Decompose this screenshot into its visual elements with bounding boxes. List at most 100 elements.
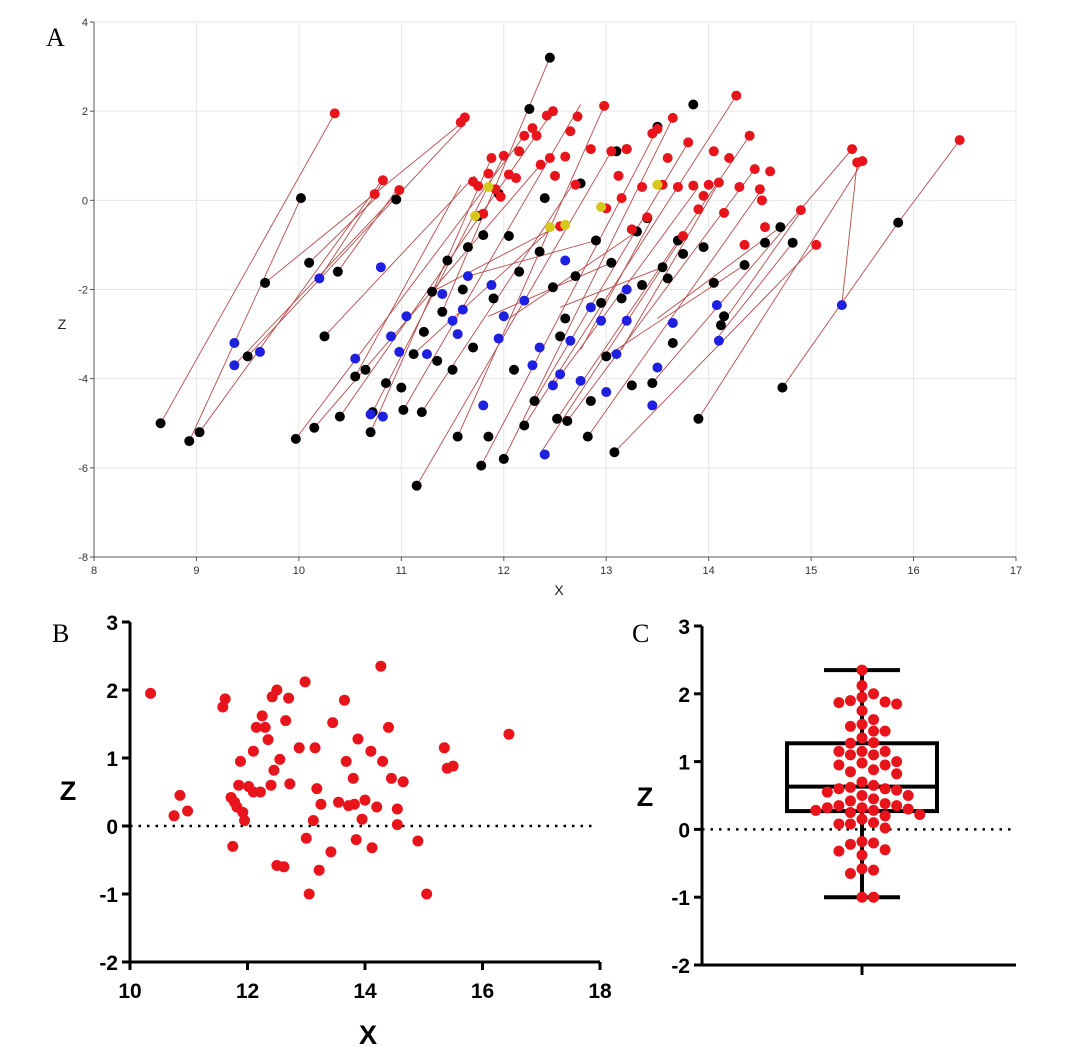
mid-point [483,431,494,442]
mid-point [544,52,555,63]
post-point [565,126,576,137]
data-point [503,728,515,740]
data-point [844,795,856,807]
pre-point [575,375,586,386]
mid-point [437,306,448,317]
data-point [868,793,880,805]
mid-point [478,230,489,241]
data-point [254,786,266,798]
data-point [879,844,891,856]
pre-point [437,288,448,299]
mid-point [570,271,581,282]
x-tick-label: 12 [236,980,259,1003]
post-point [531,130,542,141]
post-point [495,191,506,202]
post-point [527,123,538,134]
trajectory-line [841,162,858,306]
trajectory-line [431,224,561,293]
y-tick-label: 1 [678,752,690,775]
post-point [749,164,760,175]
post-point [514,146,525,157]
trajectory-line [605,264,745,357]
pre-point [386,331,397,342]
y-tick-label: -2 [671,955,690,978]
pre-point [711,300,722,311]
data-point [879,822,891,834]
pre-point [547,380,558,391]
mid-point [427,286,438,297]
trajectory-line [614,244,817,453]
mid-point [432,355,443,366]
data-point [868,779,880,791]
post-point [754,184,765,195]
data-point [227,840,239,852]
data-point [879,759,891,771]
post-point [724,152,735,163]
trajectory-line [782,139,961,388]
trajectory-line [337,190,397,272]
y-tick-label: 4 [82,17,88,29]
mid-point [539,193,550,204]
post-point [734,181,745,192]
chart-c-points [810,664,926,903]
data-point [844,766,856,778]
data-point [868,749,880,761]
post-point [486,152,497,163]
data-point [879,696,891,708]
data-point [338,694,350,706]
data-point [307,815,319,827]
data-point [325,846,337,858]
data-point [262,734,274,746]
data-point [868,764,880,776]
pre-point [229,338,240,348]
chart-a: 8 9 10 11 12 13 14 15 16 17 -8 -6 -4 -2 0 2 4 X Z [58,17,1022,598]
y-tick-label: 3 [106,612,118,635]
mid-point [582,431,593,442]
data-point [280,715,292,727]
post-point [550,170,560,181]
data-point [844,737,856,749]
data-point [856,849,868,861]
post-point [693,204,704,215]
post-point [560,151,571,162]
mid-point [616,293,627,304]
data-point [250,721,262,733]
panel-label-a: A [46,23,65,52]
post-point [954,135,965,146]
post-point [329,108,340,119]
data-point [438,742,450,754]
data-point [891,756,903,768]
data-point [856,863,868,875]
data-point [868,891,880,903]
data-point [844,781,856,793]
x-tick-label: 10 [118,980,141,1003]
post-point [637,181,648,192]
y-tick-label: 2 [678,684,690,707]
mid-point [411,480,422,491]
mid-point [609,447,620,458]
pre-point [601,387,612,398]
start-point [483,181,494,192]
y-tick-label: -4 [78,374,88,386]
trajectory-line [716,242,794,339]
data-point [868,688,880,700]
mid-point [260,277,271,288]
post-point [703,179,714,190]
mid-point [334,411,345,422]
data-point [333,796,345,808]
mid-point [360,364,371,375]
trajectory-line [354,184,462,377]
mid-point [184,436,195,447]
data-point [352,733,364,745]
pre-point [585,302,596,313]
y-tick-label: -1 [99,884,118,907]
data-point [856,757,868,769]
pre-point [596,315,607,326]
data-point [868,817,880,829]
x-tick-label: 10 [293,565,305,577]
post-point [719,207,730,218]
data-point [365,745,377,757]
data-point [868,864,880,876]
data-point [259,721,271,733]
